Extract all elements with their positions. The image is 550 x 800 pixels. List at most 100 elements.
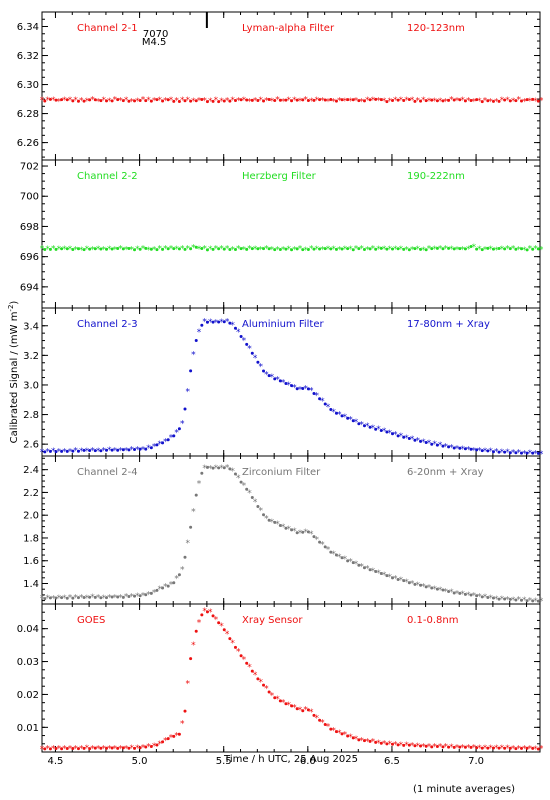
data-point: * <box>135 245 140 255</box>
data-point: * <box>500 245 505 255</box>
data-point <box>245 247 249 251</box>
data-point: * <box>202 317 207 327</box>
data-point: * <box>539 450 544 460</box>
data-point: * <box>225 245 230 255</box>
data-point <box>391 576 395 580</box>
data-point: * <box>219 622 224 632</box>
x-tick-label: 7.0 <box>468 756 484 767</box>
data-point <box>133 99 137 103</box>
data-point: * <box>387 573 392 583</box>
data-point: * <box>253 498 258 508</box>
data-point <box>99 596 103 600</box>
data-point <box>413 582 417 586</box>
data-point <box>71 99 75 103</box>
data-point: * <box>186 245 191 255</box>
data-point: * <box>331 550 336 560</box>
data-point <box>323 723 327 727</box>
data-point <box>284 526 288 530</box>
x-axis-title: Time / h UTC, 25 Aug 2025 <box>223 754 358 765</box>
data-point <box>256 360 260 364</box>
data-point <box>54 596 58 600</box>
data-point <box>407 436 411 440</box>
data-point <box>430 247 434 251</box>
data-point: * <box>415 96 420 106</box>
data-point <box>435 443 439 447</box>
data-point: * <box>225 630 230 640</box>
data-point: * <box>472 97 477 107</box>
data-point: * <box>539 245 544 255</box>
data-point: * <box>427 584 432 594</box>
data-point <box>65 98 69 102</box>
data-point: * <box>528 597 533 607</box>
data-point: * <box>51 447 56 457</box>
data-point <box>54 98 58 102</box>
data-point <box>104 746 108 750</box>
data-point: * <box>399 576 404 586</box>
data-point: * <box>354 418 359 428</box>
data-point <box>531 599 535 603</box>
data-point: * <box>488 744 493 754</box>
data-point <box>138 594 142 598</box>
data-point: * <box>371 738 376 748</box>
data-point <box>278 699 282 703</box>
data-point: * <box>96 97 101 107</box>
data-point: * <box>477 744 482 754</box>
data-point: * <box>281 98 286 108</box>
data-point <box>273 248 277 252</box>
data-point <box>194 338 198 342</box>
data-point <box>486 99 490 103</box>
data-point: * <box>320 719 325 729</box>
data-point: * <box>382 245 387 255</box>
data-point <box>497 597 501 601</box>
data-point: * <box>281 523 286 533</box>
data-point <box>172 99 176 103</box>
data-point: * <box>460 245 465 255</box>
data-point <box>278 379 282 383</box>
data-point <box>256 504 260 508</box>
data-point: * <box>57 745 62 755</box>
data-point: * <box>242 337 247 347</box>
data-point <box>278 247 282 251</box>
data-point: * <box>247 344 252 354</box>
data-point: * <box>343 413 348 423</box>
data-point: * <box>230 246 235 256</box>
data-point: * <box>40 745 45 755</box>
data-point <box>475 247 479 251</box>
data-point <box>99 449 103 453</box>
data-point: * <box>169 244 174 254</box>
data-point: * <box>258 362 263 372</box>
flare-class-label: M4.5 <box>142 37 167 48</box>
data-point: * <box>348 733 353 743</box>
data-point: * <box>528 745 533 755</box>
data-point: * <box>539 96 544 106</box>
data-point <box>357 738 361 742</box>
data-point <box>183 247 187 251</box>
data-point <box>424 585 428 589</box>
data-point: * <box>387 429 392 439</box>
data-point: * <box>236 244 241 254</box>
data-point <box>189 369 193 373</box>
data-point <box>48 449 52 453</box>
data-point: * <box>477 97 482 107</box>
panel-band-label: 190-222nm <box>407 171 465 182</box>
data-point <box>48 747 52 751</box>
data-point: * <box>113 744 118 754</box>
data-point <box>536 599 540 603</box>
data-point <box>435 246 439 250</box>
data-point <box>267 247 271 251</box>
data-point <box>340 98 344 102</box>
data-point: * <box>270 97 275 107</box>
data-point <box>228 248 232 252</box>
series-points: ****************************************… <box>40 464 544 608</box>
data-point <box>211 614 215 618</box>
data-point: * <box>264 97 269 107</box>
data-point <box>531 247 535 251</box>
data-point <box>334 247 338 251</box>
data-point: * <box>337 553 342 563</box>
data-point: * <box>505 596 510 606</box>
data-point: * <box>444 743 449 753</box>
data-point <box>385 100 389 104</box>
data-point: * <box>315 714 320 724</box>
data-point: * <box>135 97 140 107</box>
data-point <box>205 320 209 324</box>
